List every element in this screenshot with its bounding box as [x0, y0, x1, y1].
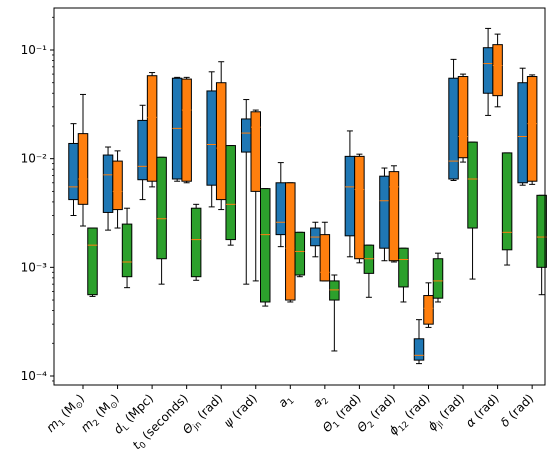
- box-2-13: [536, 194, 547, 296]
- box-body: [354, 155, 365, 260]
- box-2-1: [121, 207, 133, 289]
- box-1-5: [250, 109, 261, 282]
- y-axis: 10⁻⁴ 10⁻³ 10⁻² 10⁻¹: [21, 16, 54, 383]
- box-2-9: [398, 247, 409, 303]
- box-body: [536, 194, 547, 268]
- box-1-11: [457, 73, 469, 163]
- box-body: [467, 141, 478, 229]
- cat-sub: 2: [91, 418, 102, 429]
- box-0-2: [137, 104, 148, 201]
- box-body: [388, 171, 400, 262]
- box-1-4: [215, 61, 227, 211]
- box-1-10: [423, 282, 434, 328]
- box-body: [87, 227, 98, 296]
- box-body: [294, 231, 306, 276]
- box-body: [102, 154, 114, 213]
- box-body: [413, 338, 425, 361]
- box-1-13: [526, 74, 538, 185]
- box-0-13: [517, 67, 528, 186]
- box-body: [329, 280, 340, 301]
- box-1-1: [112, 150, 123, 229]
- box-1-9: [388, 165, 400, 263]
- box-0-10: [413, 319, 425, 365]
- box-2-4: [225, 145, 236, 246]
- cat-sub: 2: [366, 420, 377, 431]
- y-tick-label: 10⁻¹: [21, 43, 48, 57]
- box-1-3: [181, 76, 192, 184]
- box-2-12: [501, 152, 513, 266]
- y-tick-label: 10⁻²: [21, 152, 48, 166]
- box-body: [526, 76, 538, 182]
- plot-frame: [53, 7, 546, 386]
- box-body: [121, 223, 133, 278]
- box-body: [241, 118, 252, 153]
- box-body: [379, 175, 390, 249]
- box-body: [482, 47, 494, 94]
- plot-area: [68, 27, 547, 365]
- cat-sub: jl: [435, 420, 446, 431]
- box-1-8: [354, 153, 365, 264]
- box-body: [215, 82, 227, 201]
- box-body: [492, 44, 503, 97]
- box-0-3: [171, 76, 183, 182]
- box-body: [457, 76, 469, 159]
- box-1-0: [77, 93, 89, 227]
- cat-sub: 1: [331, 420, 342, 431]
- box-0-9: [379, 167, 390, 262]
- box-2-8: [363, 244, 375, 298]
- cat-sub: 1: [286, 396, 297, 407]
- box-body: [190, 207, 202, 278]
- box-body: [285, 182, 296, 301]
- box-body: [432, 258, 444, 299]
- box-body: [68, 142, 79, 201]
- box-body: [398, 247, 409, 288]
- box-body: [363, 244, 375, 274]
- box-body: [225, 145, 236, 241]
- box-body: [275, 182, 287, 236]
- y-tick-label: 10⁻³: [21, 260, 48, 274]
- box-body: [206, 90, 217, 186]
- cat-sub: 1: [57, 418, 68, 429]
- box-2-11: [467, 141, 478, 280]
- box-2-5: [260, 188, 271, 307]
- box-1-7: [319, 221, 331, 282]
- box-body: [112, 160, 123, 211]
- box-2-6: [294, 231, 306, 278]
- box-body: [517, 82, 528, 184]
- box-2-0: [87, 227, 98, 297]
- box-1-12: [492, 33, 503, 108]
- box-body: [423, 295, 434, 325]
- cat-sub: 0: [138, 440, 149, 451]
- box-1-6: [285, 182, 296, 303]
- box-0-7: [310, 221, 321, 258]
- box-body: [181, 78, 192, 182]
- box-body: [501, 152, 513, 251]
- box-body: [344, 155, 356, 237]
- box-body: [319, 234, 331, 282]
- box-2-10: [432, 252, 444, 303]
- box-2-7: [329, 274, 340, 352]
- box-body: [137, 119, 148, 181]
- cat-sub: 2: [320, 396, 331, 407]
- box-body: [448, 77, 459, 180]
- box-body: [156, 156, 167, 260]
- box-body: [77, 133, 89, 205]
- cat-sub: L: [121, 423, 132, 434]
- box-2-3: [190, 203, 202, 281]
- y-tick-label: 10⁻⁴: [21, 369, 48, 383]
- box-2-2: [156, 156, 167, 285]
- box-0-4: [206, 71, 217, 208]
- box-1-2: [146, 72, 158, 188]
- box-body: [146, 75, 158, 182]
- box-body: [260, 188, 271, 303]
- box-body: [250, 111, 261, 192]
